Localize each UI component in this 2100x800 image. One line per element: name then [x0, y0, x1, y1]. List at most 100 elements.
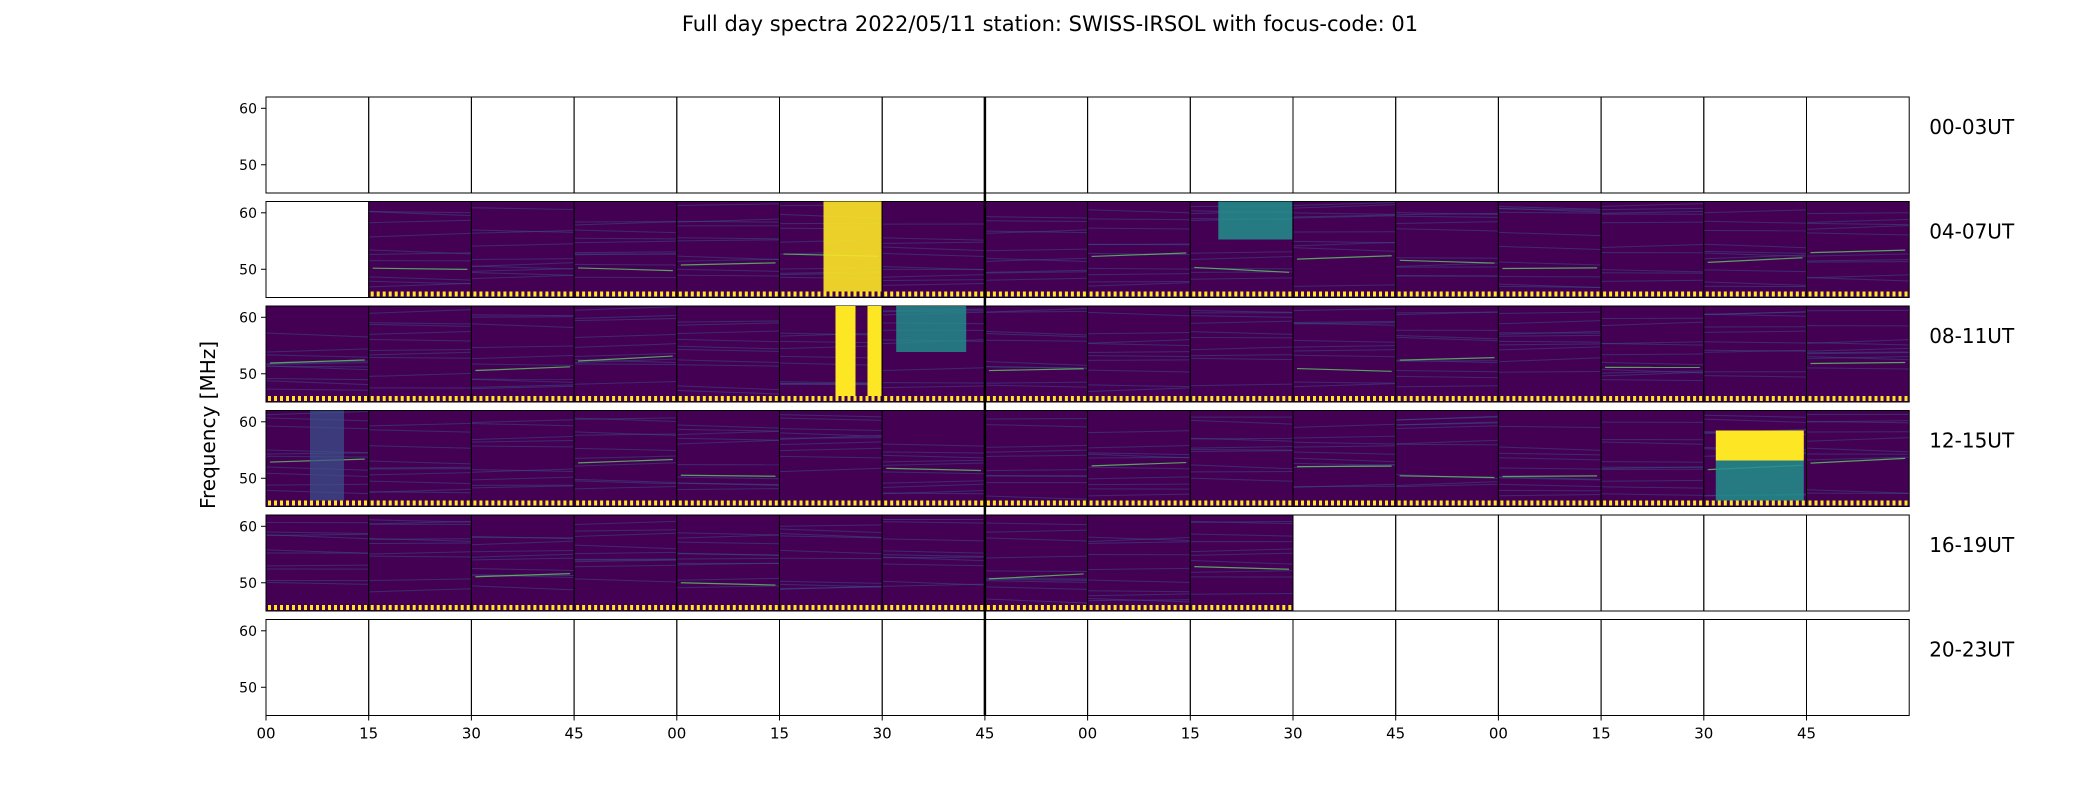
- calibration-mark: [1264, 500, 1268, 506]
- spectrum-panel: [676, 201, 780, 298]
- noise-streak: [1498, 231, 1602, 237]
- noise-streak: [1190, 449, 1294, 451]
- noise-streak: [574, 433, 677, 436]
- calibration-mark: [563, 605, 567, 610]
- calibration-mark: [950, 291, 954, 297]
- calibration-mark: [1282, 291, 1286, 297]
- spectrum-panel: [1190, 306, 1293, 402]
- calibration-mark: [509, 500, 513, 506]
- noise-streak: [368, 330, 472, 335]
- calibration-mark: [654, 396, 658, 401]
- calibration-mark: [346, 500, 349, 506]
- calibration-mark: [612, 291, 616, 297]
- noise-streak: [676, 348, 780, 352]
- calibration-mark: [563, 500, 567, 506]
- calibration-mark: [1415, 396, 1419, 401]
- noise-streak: [574, 529, 677, 532]
- calibration-mark: [1089, 291, 1093, 297]
- noise-streak: [676, 338, 780, 343]
- calibration-mark: [962, 291, 966, 297]
- noise-streak: [1806, 356, 1910, 360]
- calibration-mark: [1554, 291, 1558, 297]
- calibration-mark: [406, 396, 410, 401]
- calibration-mark: [1125, 500, 1129, 506]
- burst-region: [896, 306, 967, 352]
- calibration-mark: [1693, 291, 1697, 297]
- noise-streak: [676, 220, 780, 223]
- calibration-mark: [340, 396, 343, 401]
- calibration-mark: [1548, 396, 1552, 401]
- noise-streak: [1087, 311, 1191, 317]
- calibration-mark: [334, 500, 337, 506]
- calibration-mark: [708, 396, 712, 401]
- calibration-mark: [1331, 396, 1334, 401]
- emission-trace: [372, 267, 468, 270]
- calibration-mark: [932, 396, 936, 401]
- noise-streak: [1087, 590, 1191, 593]
- noise-streak: [368, 480, 472, 485]
- noise-streak: [1806, 212, 1910, 215]
- calibration-mark: [762, 291, 766, 297]
- calibration-mark: [1343, 291, 1346, 297]
- calibration-mark: [756, 291, 760, 297]
- calibration-mark: [588, 605, 592, 610]
- calibration-mark: [1198, 605, 1202, 610]
- noise-streak: [574, 532, 677, 537]
- noise-streak: [676, 476, 780, 480]
- calibration-mark: [1639, 291, 1643, 297]
- calibration-mark: [1185, 605, 1189, 610]
- calibration-mark: [1149, 605, 1153, 610]
- calibration-mark: [382, 291, 386, 297]
- x-tick-label: 30: [1694, 725, 1713, 743]
- noise-streak: [984, 424, 1088, 428]
- calibration-mark: [1040, 291, 1044, 297]
- calibration-mark: [1076, 605, 1080, 610]
- panel-frame: [1806, 619, 1910, 716]
- noise-streak: [1703, 414, 1807, 418]
- spectrum-panel: [882, 201, 985, 298]
- noise-streak: [882, 521, 985, 524]
- calibration-mark: [1850, 396, 1854, 401]
- calibration-mark: [600, 500, 604, 506]
- calibration-mark: [1808, 500, 1812, 506]
- calibration-mark: [1022, 396, 1026, 401]
- panel-frame: [1806, 305, 1910, 403]
- calibration-mark: [310, 500, 313, 506]
- noise-streak: [1395, 360, 1499, 362]
- calibration-mark: [914, 605, 918, 610]
- calibration-mark: [1687, 396, 1691, 401]
- noise-streak: [882, 443, 985, 447]
- calibration-mark: [1681, 396, 1685, 401]
- noise-streak: [1395, 212, 1499, 216]
- noise-streak: [1190, 310, 1294, 313]
- noise-streak: [368, 445, 472, 449]
- calibration-mark: [750, 500, 754, 506]
- calibration-mark: [1651, 396, 1655, 401]
- calibration-mark: [805, 605, 809, 610]
- noise-streak: [1601, 243, 1704, 248]
- spectrum-panel: [574, 201, 677, 298]
- calibration-mark: [1082, 396, 1086, 401]
- noise-streak: [984, 537, 1088, 542]
- calibration-mark: [588, 396, 592, 401]
- calibration-mark: [1161, 291, 1165, 297]
- calibration-mark: [744, 291, 748, 297]
- calibration-mark: [1566, 396, 1570, 401]
- noise-streak: [574, 237, 677, 240]
- noise-streak: [1703, 281, 1807, 286]
- calibration-mark: [1192, 291, 1196, 297]
- calibration-mark: [896, 605, 900, 610]
- calibration-mark: [853, 500, 857, 506]
- calibration-mark: [1403, 396, 1407, 401]
- emission-trace: [1399, 475, 1495, 479]
- calibration-mark: [829, 500, 833, 506]
- calibration-mark: [732, 500, 736, 506]
- calibration-mark: [877, 500, 881, 506]
- spectrum-panel: [984, 515, 1088, 611]
- calibration-mark: [563, 291, 567, 297]
- calibration-mark: [412, 605, 416, 610]
- calibration-mark: [1886, 291, 1890, 297]
- noise-streak: [574, 455, 677, 459]
- calibration-mark: [1246, 500, 1250, 506]
